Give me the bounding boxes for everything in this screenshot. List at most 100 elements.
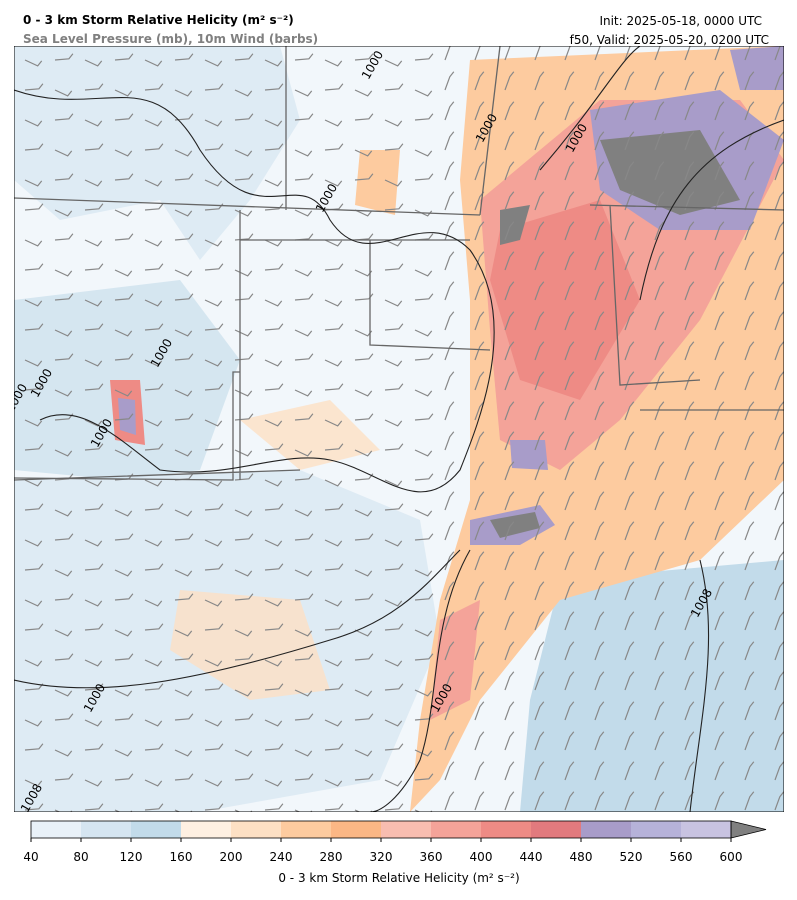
wind-barb	[444, 551, 455, 571]
wind-barb	[594, 311, 605, 331]
wind-barb	[744, 46, 752, 61]
wind-barb	[414, 149, 433, 157]
wind-barb	[774, 611, 784, 631]
wind-barb	[264, 119, 283, 127]
wind-barb	[444, 461, 455, 481]
wind-barb	[324, 419, 343, 427]
wind-barb	[114, 329, 133, 337]
wind-barb	[144, 419, 163, 427]
wind-barb	[744, 161, 755, 181]
wind-barb	[474, 791, 485, 811]
wind-barb	[144, 743, 164, 751]
wind-barb	[144, 599, 163, 607]
wind-barb	[594, 101, 605, 121]
colorbar-tick-label: 480	[570, 850, 593, 864]
wind-barb	[774, 701, 784, 721]
wind-barb	[294, 209, 313, 217]
colorbar: 40 80 120 160 200 240 280 320 360 400 440 480 520 560…	[23, 820, 767, 864]
wind-barb	[234, 113, 254, 121]
wind-barb	[534, 46, 542, 61]
wind-barb	[114, 509, 133, 517]
wind-barb	[204, 383, 224, 391]
wind-barb	[684, 671, 695, 691]
wind-barb	[444, 71, 455, 91]
wind-barb	[84, 503, 104, 511]
wind-barb	[84, 563, 104, 571]
wind-barb	[324, 383, 344, 391]
wind-barb	[204, 443, 224, 451]
wind-barb	[714, 431, 725, 451]
colorbar-tick-label: 200	[220, 850, 243, 864]
wind-barb	[654, 701, 665, 721]
wind-barb	[234, 749, 253, 757]
wind-barb	[594, 641, 605, 661]
wind-barb	[354, 413, 374, 421]
wind-barb	[84, 803, 104, 811]
wind-barb	[684, 341, 695, 361]
wind-barb	[774, 551, 784, 571]
colorbar-tick-label: 160	[170, 850, 193, 864]
wind-barb	[24, 779, 43, 787]
wind-barb	[594, 761, 605, 781]
wind-barb	[84, 119, 103, 127]
wind-barb	[594, 251, 605, 271]
wind-barb	[204, 719, 223, 727]
wind-barb	[564, 161, 575, 181]
wind-barb	[174, 209, 193, 217]
wind-barb	[624, 401, 635, 421]
wind-barb	[264, 203, 284, 211]
wind-barb	[54, 689, 73, 697]
wind-barb	[204, 503, 224, 511]
wind-barb	[294, 773, 314, 781]
wind-barb	[564, 251, 575, 271]
wind-barb	[24, 263, 44, 271]
wind-barb	[114, 653, 134, 661]
wind-barb	[564, 281, 575, 301]
wind-barb	[744, 371, 755, 391]
wind-barb	[504, 791, 515, 811]
wind-barb	[414, 713, 434, 721]
wind-barb	[744, 251, 755, 271]
wind-barb	[54, 209, 73, 217]
wind-barb	[24, 539, 43, 547]
title: 0 - 3 km Storm Relative Helicity (m² s⁻²…	[23, 13, 294, 27]
helicity-fill	[14, 46, 784, 812]
wind-barb	[414, 113, 434, 121]
wind-barb	[114, 53, 134, 61]
wind-barb	[174, 353, 194, 361]
wind-barb	[84, 599, 103, 607]
wind-barb	[564, 431, 575, 451]
wind-barb	[54, 173, 74, 181]
wind-barb	[474, 521, 485, 541]
wind-barb	[444, 341, 455, 361]
wind-barb	[84, 383, 104, 391]
wind-barb	[174, 89, 193, 97]
wind-barb	[654, 46, 662, 61]
wind-barb	[144, 539, 163, 547]
wind-barb	[234, 773, 254, 781]
wind-barb	[714, 581, 725, 601]
wind-barb	[654, 161, 665, 181]
wind-barb	[384, 143, 404, 151]
wind-barb	[594, 791, 605, 811]
wind-barb	[384, 599, 403, 607]
wind-barb	[384, 383, 404, 391]
wind-barb	[654, 761, 665, 781]
wind-barb	[474, 731, 485, 751]
wind-barb	[474, 491, 485, 511]
wind-barb	[534, 401, 545, 421]
wind-barb	[504, 731, 515, 751]
wind-barb	[144, 239, 163, 247]
wind-barb	[234, 269, 253, 277]
wind-barb	[654, 311, 665, 331]
wind-barb	[54, 593, 74, 601]
wind-barb	[654, 551, 665, 571]
wind-barb	[144, 683, 164, 691]
wind-barb	[294, 653, 314, 661]
wind-barb	[54, 749, 73, 757]
wind-barb	[264, 59, 283, 67]
wind-barb	[114, 569, 133, 577]
init-time: Init: 2025-05-18, 0000 UTC	[599, 14, 762, 28]
wind-barb	[174, 233, 194, 241]
wind-barb	[414, 449, 433, 457]
